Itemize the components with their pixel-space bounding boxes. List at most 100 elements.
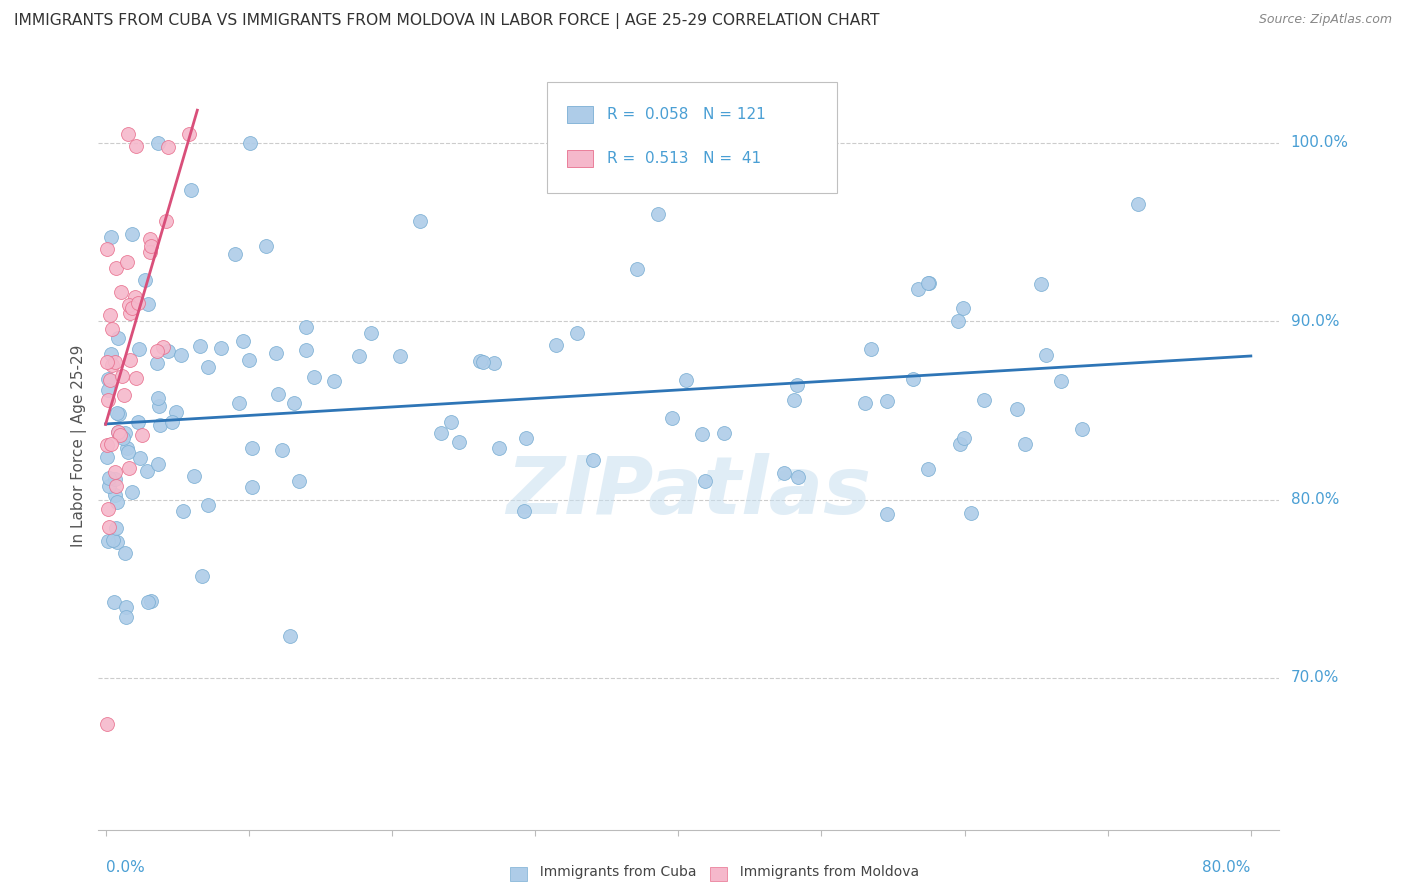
Point [388,349,411,363]
Text: R =  0.058   N = 121: R = 0.058 N = 121 [607,107,766,122]
Point [917,276,939,290]
Point [97,372,120,386]
Point [145,343,167,358]
Point [96,437,118,451]
Y-axis label: In Labor Force | Age 25-29: In Labor Force | Age 25-29 [72,345,87,547]
Point [125,139,148,153]
Point [157,140,180,154]
Point [141,239,163,253]
Point [134,273,156,287]
Point [121,301,143,315]
FancyBboxPatch shape [567,106,593,123]
Point [111,431,134,445]
Point [197,360,219,375]
Point [156,344,179,359]
Point [146,458,169,472]
Point [1049,374,1071,388]
Point [1029,277,1052,291]
Point [96,716,118,731]
Point [146,136,169,150]
Point [254,239,277,253]
Point [114,426,136,441]
Point [104,355,127,369]
Point [626,261,648,276]
Point [121,227,143,242]
Point [287,474,309,488]
Point [104,478,127,492]
Text: 0.0%: 0.0% [105,860,145,875]
Point [148,391,170,405]
Point [96,354,118,368]
Point [100,230,122,244]
Point [117,298,139,312]
Text: Immigrants from Moldova: Immigrants from Moldova [731,865,920,880]
Point [115,442,138,456]
Point [155,213,177,227]
Point [114,387,136,401]
Point [120,306,142,320]
Text: 80.0%: 80.0% [1202,860,1251,875]
Point [105,521,128,535]
Point [440,415,463,429]
Point [152,340,174,354]
Point [224,246,246,260]
Point [110,285,132,300]
Point [876,508,898,522]
Point [953,431,976,445]
Point [136,297,159,311]
Point [876,394,898,409]
Point [98,479,121,493]
Point [786,378,808,392]
Point [160,415,183,429]
Point [209,341,232,355]
Point [128,343,150,357]
Point [101,533,124,548]
Point [98,308,121,322]
Point [323,375,346,389]
Point [907,282,929,296]
Point [267,386,290,401]
Point [430,425,453,440]
Text: IMMIGRANTS FROM CUBA VS IMMIGRANTS FROM MOLDOVA IN LABOR FORCE | AGE 25-29 CORRE: IMMIGRANTS FROM CUBA VS IMMIGRANTS FROM … [14,13,880,29]
Point [783,392,806,407]
Point [117,445,139,459]
Point [177,127,200,141]
FancyBboxPatch shape [567,150,593,167]
Point [901,372,924,386]
Point [115,600,138,615]
Point [100,358,122,372]
Point [786,470,808,484]
Point [97,534,120,549]
Point [1071,422,1094,436]
Point [98,471,121,485]
Point [125,370,148,384]
Point [105,494,128,508]
Point [661,411,683,425]
Point [131,428,153,442]
Point [468,354,491,368]
Point [180,183,202,197]
Point [188,339,211,353]
Point [690,427,713,442]
Point [165,405,187,419]
Point [647,206,669,220]
Point [240,441,263,455]
Text: ZIPatlas: ZIPatlas [506,453,872,531]
Point [295,320,318,334]
Point [238,353,260,368]
Point [360,326,382,341]
Point [1126,197,1149,211]
Text: R =  0.513   N =  41: R = 0.513 N = 41 [607,151,762,166]
Point [105,406,128,420]
Point [104,465,127,479]
Text: 70.0%: 70.0% [1291,671,1339,685]
Point [115,610,138,624]
Point [108,428,131,442]
Point [948,437,970,451]
Point [946,314,969,328]
Point [952,301,974,315]
Point [118,460,141,475]
Point [1007,402,1029,417]
Point [172,504,194,518]
Point [146,356,169,370]
